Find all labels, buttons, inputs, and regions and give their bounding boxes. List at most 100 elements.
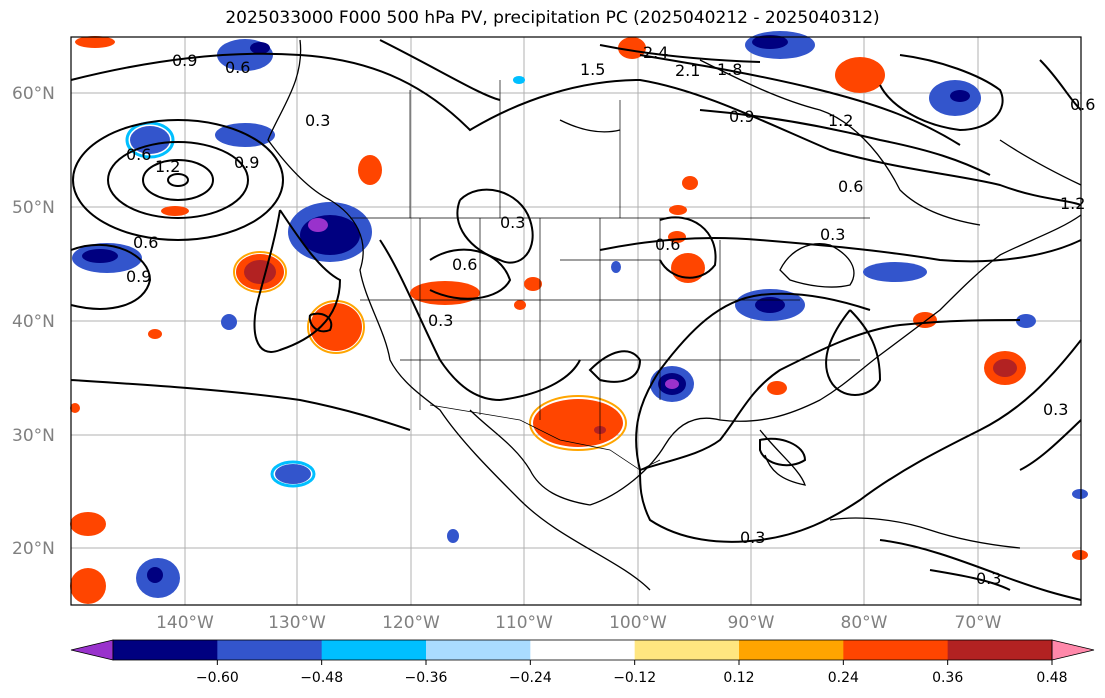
contour-label: 0.6 bbox=[225, 58, 250, 77]
precip-shading bbox=[70, 31, 1088, 604]
positive-anomaly-blob bbox=[410, 281, 480, 305]
positive-anomaly-blob bbox=[70, 568, 106, 604]
positive-anomaly-blob bbox=[529, 395, 627, 451]
contour-label: 2.4 bbox=[643, 43, 668, 62]
contour-label: 0.9 bbox=[126, 267, 151, 286]
coastlines bbox=[267, 39, 1082, 591]
lon-tick-label: 140°W bbox=[156, 613, 214, 633]
lat-tick-label: 50°N bbox=[12, 198, 55, 218]
positive-anomaly-blob bbox=[984, 351, 1026, 385]
contour-label: 1.2 bbox=[828, 111, 853, 130]
negative-anomaly-blob bbox=[270, 460, 316, 488]
negative-anomaly-blob bbox=[217, 39, 273, 71]
lon-tick-label: 130°W bbox=[268, 613, 326, 633]
negative-anomaly-blob bbox=[929, 80, 981, 116]
graticule bbox=[71, 37, 1081, 605]
contour-label: 0.6 bbox=[452, 255, 477, 274]
negative-anomaly-blob bbox=[650, 366, 694, 402]
contour-label: 2.1 bbox=[675, 61, 700, 80]
colorbar-segment bbox=[426, 640, 531, 660]
contour-label: 0.3 bbox=[740, 528, 765, 547]
colorbar-segment bbox=[113, 640, 218, 660]
political-borders bbox=[350, 80, 870, 471]
contour-label: 0.6 bbox=[126, 145, 151, 164]
contour-label: 0.6 bbox=[133, 233, 158, 252]
lat-axis: 60°N 50°N 40°N 30°N 20°N bbox=[12, 84, 55, 559]
contour-label: 0.3 bbox=[305, 111, 330, 130]
lon-tick-label: 100°W bbox=[609, 613, 667, 633]
contour-label: 0.9 bbox=[234, 153, 259, 172]
positive-anomaly-blob bbox=[307, 300, 365, 354]
colorbar-tick-label: −0.60 bbox=[196, 670, 239, 686]
positive-anomaly-blob bbox=[682, 176, 698, 190]
lon-tick-label: 70°W bbox=[955, 613, 1002, 633]
contour-labels: 0.9 0.6 2.4 2.1 1.5 1.8 1.2 0.3 0.6 1.2 … bbox=[126, 43, 1095, 588]
colorbar-extend-min bbox=[70, 639, 114, 661]
colorbar-extend-max bbox=[1051, 639, 1095, 661]
lon-tick-label: 90°W bbox=[728, 613, 775, 633]
contour-label: 0.3 bbox=[1043, 400, 1068, 419]
negative-anomaly-blob bbox=[1072, 489, 1088, 499]
lon-tick-label: 110°W bbox=[495, 613, 553, 633]
colorbar-tick-label: 0.48 bbox=[1036, 670, 1067, 686]
negative-anomaly-blob bbox=[136, 558, 180, 598]
contour-label: 1.5 bbox=[580, 60, 605, 79]
colorbar-segment bbox=[739, 640, 844, 660]
colorbar-segment bbox=[634, 640, 740, 660]
positive-anomaly-blob bbox=[358, 155, 382, 185]
colorbar-tick-label: −0.48 bbox=[300, 670, 343, 686]
lat-tick-label: 30°N bbox=[12, 426, 55, 446]
contour-label: 0.9 bbox=[172, 51, 197, 70]
positive-anomaly-blob bbox=[70, 403, 80, 413]
contour-label: 0.6 bbox=[655, 235, 680, 254]
colorbar-segment bbox=[843, 640, 949, 660]
positive-anomaly-blob bbox=[514, 300, 526, 310]
colorbar-segment bbox=[530, 640, 636, 660]
positive-anomaly-blob bbox=[233, 251, 287, 293]
positive-anomaly-blob bbox=[1072, 550, 1088, 560]
contour-label: 0.3 bbox=[500, 213, 525, 232]
lat-tick-label: 60°N bbox=[12, 84, 55, 104]
colorbar: −0.60 −0.48 −0.36 −0.24 −0.12 0.12 0.24 0.36 0.4… bbox=[70, 639, 1095, 686]
map-panel: 0.9 0.6 2.4 2.1 1.5 1.8 1.2 0.3 0.6 1.2 … bbox=[70, 31, 1095, 606]
map-frame bbox=[70, 36, 1082, 606]
contour-label: 0.3 bbox=[820, 225, 845, 244]
colorbar-outline bbox=[112, 639, 1053, 661]
contour-label: 0.9 bbox=[729, 107, 754, 126]
negative-anomaly-blob bbox=[513, 76, 525, 84]
contour-label: 0.6 bbox=[1070, 95, 1095, 114]
colorbar-tick-label: −0.24 bbox=[509, 670, 552, 686]
contour-label: 0.6 bbox=[838, 177, 863, 196]
colorbar-tick-label: 0.12 bbox=[723, 670, 754, 686]
negative-anomaly-blob bbox=[215, 123, 275, 147]
contour-label: 1.8 bbox=[717, 60, 742, 79]
positive-anomaly-blob bbox=[767, 381, 787, 395]
contour-label: 0.3 bbox=[428, 311, 453, 330]
negative-anomaly-blob bbox=[863, 262, 927, 282]
positive-anomaly-blob bbox=[669, 205, 687, 215]
colorbar-tick-label: −0.36 bbox=[405, 670, 448, 686]
negative-anomaly-blob bbox=[447, 529, 459, 543]
positive-anomaly-blob bbox=[70, 512, 106, 536]
positive-anomaly-blob bbox=[618, 37, 646, 59]
positive-anomaly-blob bbox=[835, 57, 885, 93]
positive-anomaly-blob bbox=[75, 36, 115, 48]
positive-anomaly-blob bbox=[148, 329, 162, 339]
lon-tick-label: 80°W bbox=[841, 613, 888, 633]
lat-tick-label: 40°N bbox=[12, 312, 55, 332]
colorbar-segment bbox=[217, 640, 323, 660]
colorbar-tick-label: −0.12 bbox=[613, 670, 656, 686]
negative-anomaly-blob bbox=[1016, 314, 1036, 328]
contour-label: 1.2 bbox=[1060, 194, 1085, 213]
negative-anomaly-blob bbox=[611, 261, 621, 273]
negative-anomaly-blob bbox=[745, 31, 815, 59]
contour-label: 1.2 bbox=[155, 157, 180, 176]
lat-tick-label: 20°N bbox=[12, 539, 55, 559]
pv-contours bbox=[70, 39, 1082, 601]
colorbar-tick-label: 0.24 bbox=[828, 670, 859, 686]
contour-label: 0.3 bbox=[976, 569, 1001, 588]
lon-axis: 140°W 130°W 120°W 110°W 100°W 90°W 80°W … bbox=[156, 613, 1002, 633]
negative-anomaly-blob bbox=[221, 314, 237, 330]
positive-anomaly-blob bbox=[161, 206, 189, 216]
